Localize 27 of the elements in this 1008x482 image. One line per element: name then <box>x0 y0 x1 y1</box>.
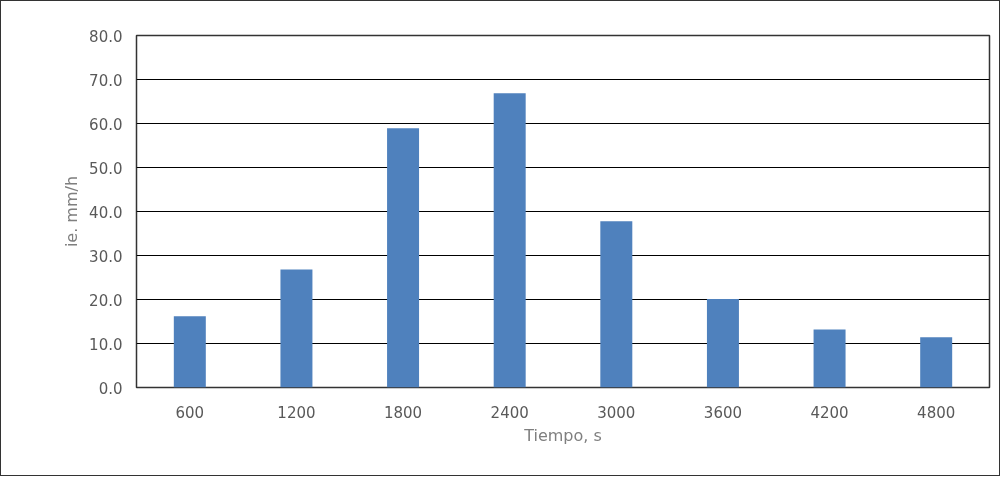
y-tick-label: 50.0 <box>89 159 123 178</box>
y-axis-title: ie. mm/h <box>62 175 82 248</box>
x-tick-label: 4200 <box>810 403 849 422</box>
y-tick-label: 80.0 <box>89 27 123 46</box>
bar <box>706 299 739 388</box>
bar <box>280 269 313 388</box>
x-tick-label: 3600 <box>703 403 743 422</box>
y-tick-label: 10.0 <box>89 335 123 354</box>
x-tick-label: 1800 <box>383 403 423 422</box>
y-tick-label: 20.0 <box>89 291 123 310</box>
bar <box>387 128 420 388</box>
bar <box>600 221 633 388</box>
x-tick-label: 2400 <box>490 403 529 422</box>
bar <box>813 329 846 388</box>
y-tick-label: 40.0 <box>89 203 123 222</box>
bar <box>920 337 953 388</box>
x-tick-label: 4800 <box>917 403 956 422</box>
x-tick-label: 3000 <box>597 403 636 422</box>
x-axis-title: Tiempo, s <box>523 425 602 445</box>
y-tick-label: 0.0 <box>98 379 123 398</box>
y-tick-label: 70.0 <box>89 71 123 90</box>
x-tick-label: 600 <box>175 403 205 422</box>
x-tick-label: 1200 <box>277 403 316 422</box>
bar <box>173 316 206 388</box>
bar <box>493 93 526 388</box>
y-tick-label: 60.0 <box>89 115 123 134</box>
y-tick-label: 30.0 <box>89 247 123 266</box>
